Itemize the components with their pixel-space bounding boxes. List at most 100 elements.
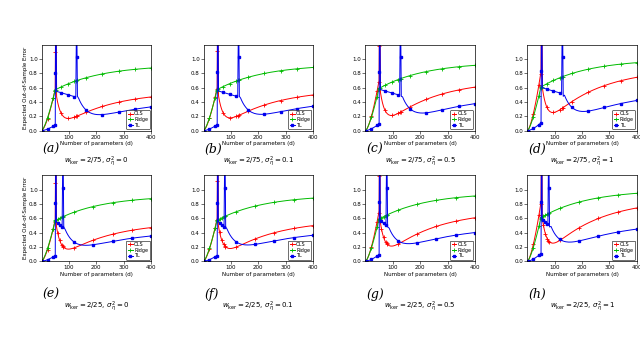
TL xyxy=(455,233,463,237)
OLS xyxy=(538,19,545,23)
TL xyxy=(293,235,301,240)
Ridge xyxy=(365,252,373,256)
TL xyxy=(376,40,383,44)
Ridge xyxy=(591,196,599,200)
OLS xyxy=(362,129,369,133)
Ridge xyxy=(524,259,531,263)
TL xyxy=(527,127,535,132)
OLS xyxy=(471,216,479,220)
Line: OLS: OLS xyxy=(40,86,153,263)
Ridge xyxy=(72,79,80,83)
OLS xyxy=(431,225,439,229)
Line: Ridge: Ridge xyxy=(202,196,315,263)
OLS xyxy=(559,106,567,110)
TL xyxy=(545,192,553,197)
X-axis label: Number of parameters (d): Number of parameters (d) xyxy=(222,141,294,146)
Line: TL: TL xyxy=(364,66,476,263)
Ridge xyxy=(73,78,81,83)
Ridge xyxy=(268,200,275,205)
Ridge xyxy=(527,121,535,126)
Text: (b): (b) xyxy=(205,143,223,156)
OLS xyxy=(396,110,404,115)
TL xyxy=(382,204,390,209)
Ridge xyxy=(376,86,383,91)
OLS xyxy=(620,78,627,82)
Text: $w_{\rm ker}=2/25,\,\sigma_\eta^2=1$: $w_{\rm ker}=2/25,\,\sigma_\eta^2=1$ xyxy=(550,299,614,314)
TL xyxy=(108,240,115,244)
Ridge xyxy=(200,129,207,133)
TL xyxy=(431,237,439,241)
Ridge xyxy=(204,122,211,126)
Ridge xyxy=(204,252,211,257)
OLS xyxy=(60,245,67,249)
Text: $w_{\rm ker}=2/25,\,\sigma_\eta^2=0.1$: $w_{\rm ker}=2/25,\,\sigma_\eta^2=0.1$ xyxy=(222,299,294,314)
Line: TL: TL xyxy=(202,0,314,132)
Ridge xyxy=(633,61,640,65)
OLS xyxy=(293,226,301,230)
Line: OLS: OLS xyxy=(525,85,639,263)
Ridge xyxy=(559,74,567,79)
Line: TL: TL xyxy=(364,0,476,132)
TL xyxy=(458,104,465,108)
TL xyxy=(52,171,60,175)
Ridge xyxy=(129,198,137,202)
Line: TL: TL xyxy=(526,0,638,132)
TL xyxy=(593,234,601,239)
TL xyxy=(204,128,211,132)
TL xyxy=(296,106,303,110)
Line: Ridge: Ridge xyxy=(364,194,477,263)
TL xyxy=(200,259,207,263)
Ridge xyxy=(52,88,60,92)
Ridge xyxy=(58,215,66,219)
Ridge xyxy=(309,65,317,69)
TL xyxy=(633,98,640,103)
Ridge xyxy=(615,193,623,197)
TL xyxy=(362,259,369,263)
OLS xyxy=(365,121,373,126)
OLS xyxy=(397,110,405,114)
Legend: OLS, Ridge, TL: OLS, Ridge, TL xyxy=(288,110,312,129)
TL xyxy=(147,105,155,109)
OLS xyxy=(134,97,141,101)
Line: Ridge: Ridge xyxy=(364,63,477,132)
Text: $w_{\rm ker}=2/75,\,\sigma_\eta^2=0.1$: $w_{\rm ker}=2/75,\,\sigma_\eta^2=0.1$ xyxy=(223,154,294,169)
OLS xyxy=(376,154,383,159)
Line: TL: TL xyxy=(526,66,638,263)
TL xyxy=(538,39,545,43)
OLS xyxy=(204,253,211,257)
Text: $w_{\rm ker}=2/25,\,\sigma_\eta^2=0$: $w_{\rm ker}=2/25,\,\sigma_\eta^2=0$ xyxy=(63,299,129,314)
TL xyxy=(633,227,640,231)
TL xyxy=(42,258,49,263)
Line: OLS: OLS xyxy=(202,86,315,263)
OLS xyxy=(269,231,277,235)
X-axis label: Number of parameters (d): Number of parameters (d) xyxy=(222,272,294,277)
OLS xyxy=(633,206,640,210)
Ridge xyxy=(112,69,120,74)
OLS xyxy=(234,113,242,118)
TL xyxy=(365,127,373,132)
OLS xyxy=(599,84,607,88)
OLS xyxy=(147,95,155,99)
Ridge xyxy=(234,78,242,83)
OLS xyxy=(221,245,229,249)
Text: (e): (e) xyxy=(43,288,60,301)
Ridge xyxy=(558,75,566,79)
Ridge xyxy=(38,129,45,133)
Ridge xyxy=(429,199,437,203)
OLS xyxy=(204,122,211,127)
Line: Ridge: Ridge xyxy=(525,61,639,132)
TL xyxy=(72,75,80,79)
OLS xyxy=(200,259,207,263)
Text: (f): (f) xyxy=(205,288,219,301)
Ridge xyxy=(397,76,404,81)
OLS xyxy=(38,259,45,263)
Line: OLS: OLS xyxy=(364,85,477,263)
Ridge xyxy=(618,62,626,66)
Ridge xyxy=(60,214,67,219)
Ridge xyxy=(200,259,207,263)
Ridge xyxy=(365,122,373,126)
Ridge xyxy=(52,218,60,223)
Legend: OLS, Ridge, TL: OLS, Ridge, TL xyxy=(450,110,474,129)
Text: (c): (c) xyxy=(367,143,383,156)
X-axis label: Number of parameters (d): Number of parameters (d) xyxy=(546,141,618,146)
